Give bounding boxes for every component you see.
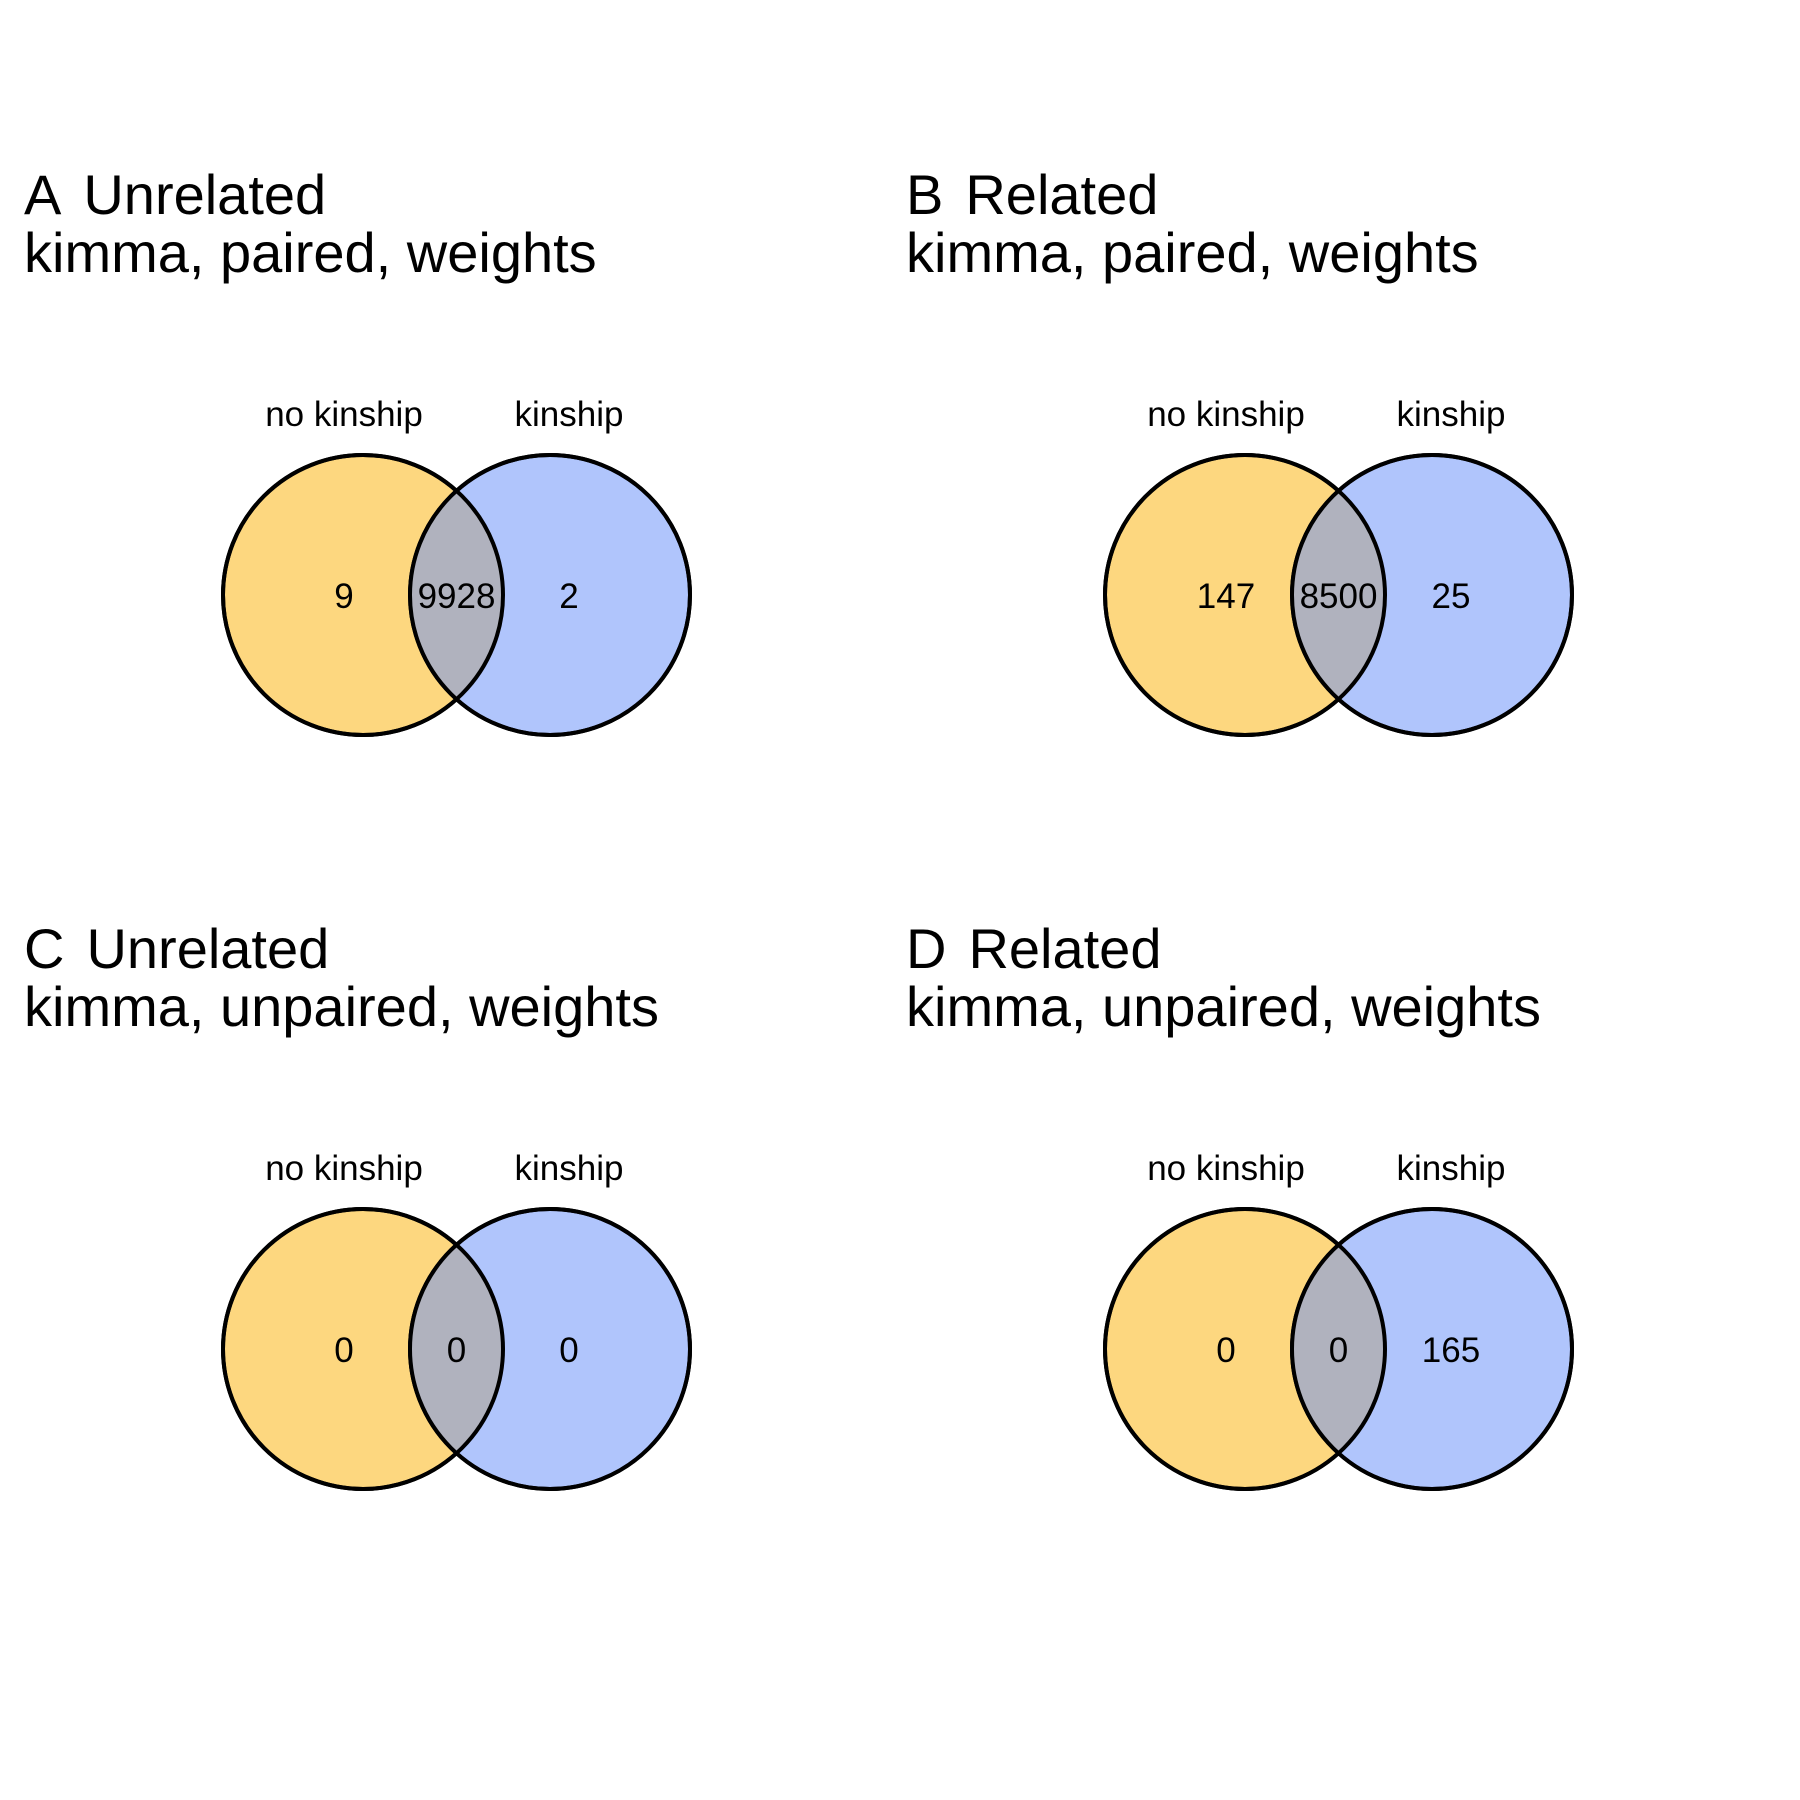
panel-subtitle: kimma, unpaired, weights (906, 975, 1541, 1038)
panel-letter: D (906, 917, 946, 980)
set-a-outline (1103, 453, 1387, 737)
panel-group: Unrelated (86, 917, 329, 980)
only-b-count: 25 (1432, 577, 1471, 616)
set-b-outline (408, 1207, 692, 1491)
only-a-count: 147 (1197, 577, 1255, 616)
set-b-label: kinship (515, 395, 624, 434)
panel-letter: C (24, 917, 64, 980)
panel-subtitle: kimma, paired, weights (24, 221, 597, 284)
only-b-count: 165 (1422, 1331, 1480, 1370)
only-a-count: 0 (1216, 1331, 1235, 1370)
set-b-label: kinship (1397, 395, 1506, 434)
set-a-outline (221, 453, 505, 737)
set-a-outline (1103, 1207, 1387, 1491)
panel-group: Related (968, 917, 1161, 980)
set-a-label: no kinship (1147, 395, 1305, 434)
panel-subtitle: kimma, unpaired, weights (24, 975, 659, 1038)
panel-letter: A (24, 163, 62, 226)
overlap-region (1292, 490, 1385, 700)
set-b-label: kinship (1397, 1149, 1506, 1188)
overlap-count: 8500 (1300, 577, 1378, 616)
overlap-region (410, 490, 503, 700)
set-a-outline (221, 1207, 505, 1491)
panel-title: A Unrelated (24, 163, 326, 226)
panel-letter: B (906, 163, 943, 226)
set-a-label: no kinship (265, 395, 423, 434)
panel-group: Unrelated (83, 163, 326, 226)
only-b-count: 0 (559, 1331, 578, 1370)
overlap-region (410, 1244, 503, 1454)
overlap-count: 9928 (418, 577, 496, 616)
only-a-count: 9 (334, 577, 353, 616)
panel-title: B Related (906, 163, 1158, 226)
only-b-count: 2 (559, 577, 578, 616)
set-b-outline (1290, 453, 1574, 737)
panel-title: D Related (906, 917, 1161, 980)
set-b-outline (1290, 1207, 1574, 1491)
set-b-label: kinship (515, 1149, 624, 1188)
panel-title: C Unrelated (24, 917, 329, 980)
overlap-count: 0 (1329, 1331, 1348, 1370)
set-b-outline (408, 453, 692, 737)
set-a-label: no kinship (1147, 1149, 1305, 1188)
set-a-label: no kinship (265, 1149, 423, 1188)
overlap-region (1292, 1244, 1385, 1454)
panel-group: Related (965, 163, 1158, 226)
panel-subtitle: kimma, paired, weights (906, 221, 1479, 284)
overlap-count: 0 (447, 1331, 466, 1370)
only-a-count: 0 (334, 1331, 353, 1370)
